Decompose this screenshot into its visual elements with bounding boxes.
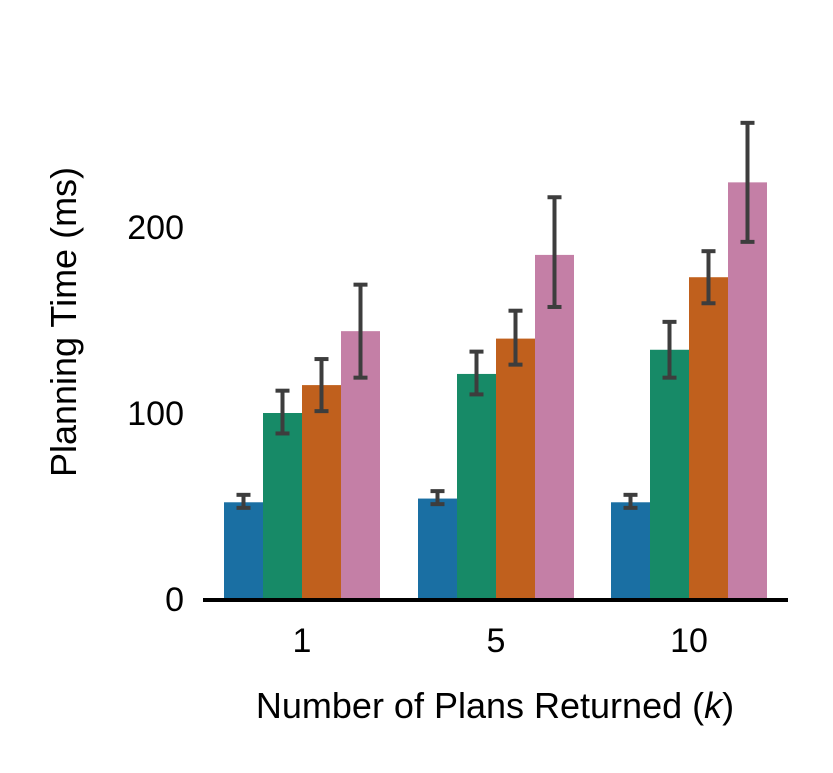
error-bar-series-3-k-5 [508, 308, 523, 367]
bar-series-3-k-10 [689, 277, 728, 599]
x-axis-label-end: ) [722, 685, 734, 726]
error-bar-series-2-k-1 [275, 388, 290, 436]
bar-series-4-k-5 [535, 254, 574, 599]
error-bar-series-3-k-1 [314, 357, 329, 414]
error-bar-series-4-k-5 [547, 195, 562, 309]
error-bar-series-2-k-10 [662, 319, 677, 380]
y-tick-label-0: 0 [165, 581, 184, 619]
x-tick-labels: 1 5 10 [293, 622, 708, 660]
bar-series-3-k-5 [496, 338, 535, 599]
x-tick-label-5: 5 [487, 622, 506, 660]
y-tick-label-100: 100 [127, 395, 184, 433]
error-bar-series-4-k-10 [740, 120, 755, 244]
bar-series-4-k-10 [728, 182, 767, 600]
error-bar-series-1-k-10 [623, 492, 638, 510]
bars-layer [224, 182, 767, 600]
error-bar-series-1-k-1 [236, 492, 251, 510]
error-bar-series-3-k-10 [701, 249, 716, 306]
x-tick-label-1: 1 [293, 622, 312, 660]
y-tick-labels: 0 100 200 [127, 209, 184, 619]
y-axis-label: Planning Time (ms) [43, 167, 84, 477]
x-tick-label-10: 10 [670, 622, 708, 660]
bar-series-2-k-1 [263, 413, 302, 599]
bar-series-3-k-1 [302, 385, 341, 599]
error-bar-series-4-k-1 [353, 282, 368, 380]
bar-series-2-k-10 [650, 349, 689, 599]
x-axis-label-variable: k [704, 685, 724, 726]
x-axis-label-text: Number of Plans Returned ( [256, 685, 704, 726]
error-bar-series-1-k-5 [430, 489, 445, 507]
error-bar-series-2-k-5 [469, 349, 484, 397]
error-bars-layer [236, 120, 755, 510]
bar-series-2-k-5 [457, 373, 496, 599]
x-axis-label: Number of Plans Returned (k) [256, 685, 734, 726]
bar-series-1-k-10 [611, 502, 650, 599]
bar-series-1-k-1 [224, 502, 263, 599]
y-tick-label-200: 200 [127, 209, 184, 247]
bar-series-1-k-5 [418, 498, 457, 599]
